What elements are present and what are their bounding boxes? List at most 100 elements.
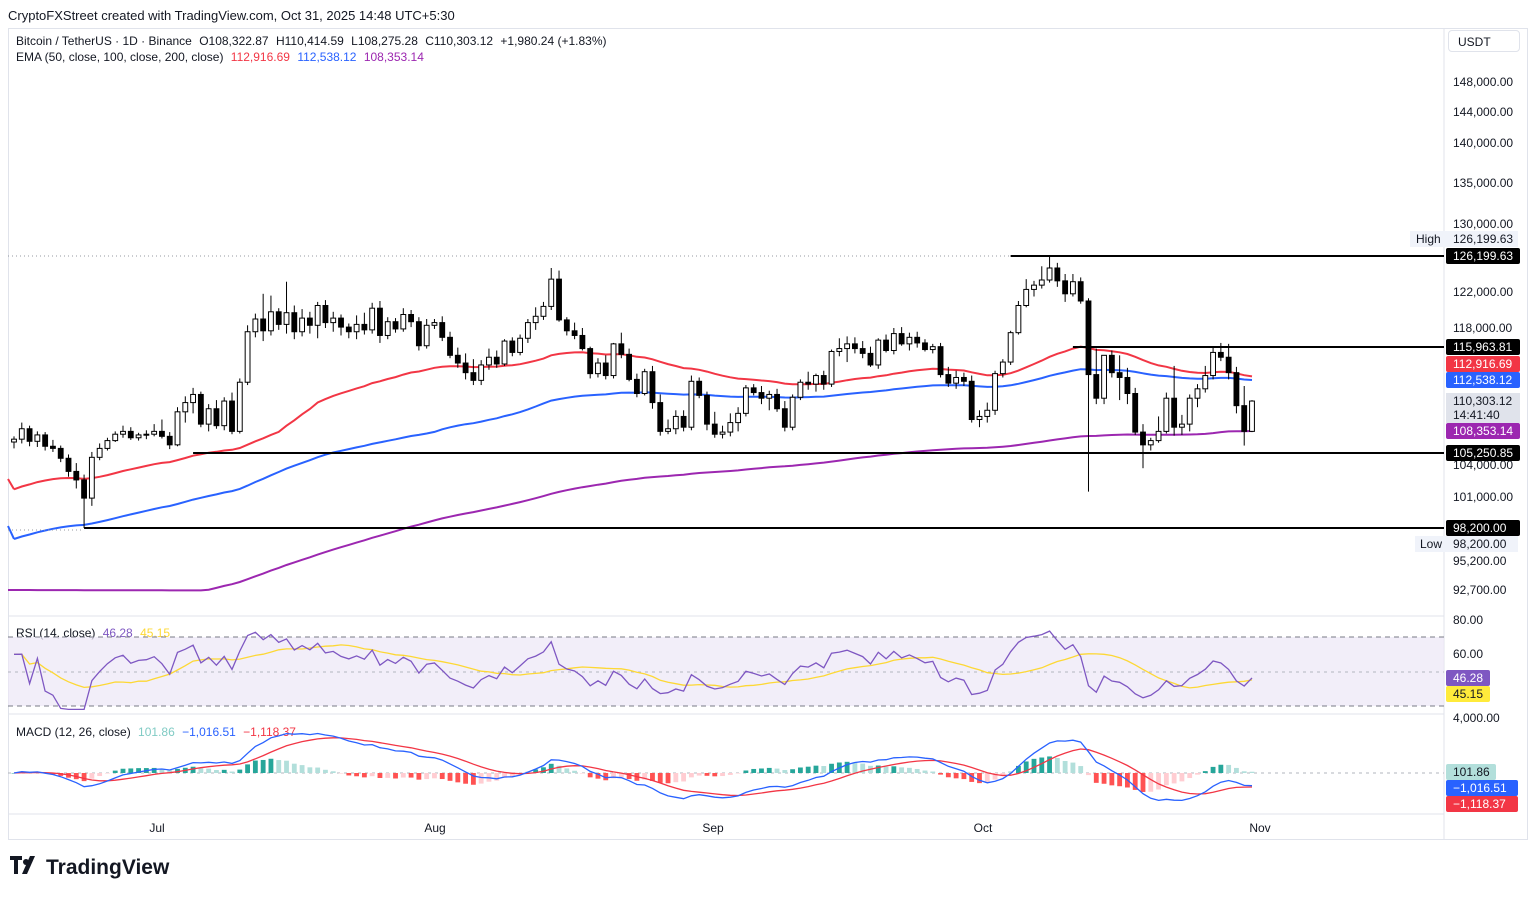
macd-histogram-bar [128, 768, 134, 773]
macd-histogram-bar [416, 773, 422, 780]
ema200-line [14, 430, 1253, 592]
candle-up [1155, 430, 1162, 442]
ema-legend[interactable]: EMA (50, close, 100, close, 200, close) … [16, 50, 428, 64]
candle-up [688, 380, 695, 428]
candle-up [789, 396, 796, 428]
low-label-bg [1415, 536, 1518, 552]
tag-low-bg [1446, 520, 1520, 536]
price-axis-label: 118,000.00 [1453, 321, 1512, 335]
candle-up [205, 408, 212, 425]
candle-up [299, 317, 306, 333]
tag-resistance: 115,963.81 [1453, 340, 1512, 354]
ohlc-low: L108,275.28 [351, 34, 418, 48]
macd-histogram-bar [696, 773, 702, 776]
ema-label: EMA (50, close, 100, close, 200, close) [16, 50, 224, 64]
time-axis-label: Nov [1249, 821, 1270, 835]
tag-macd-hist-bg [1446, 764, 1496, 780]
currency-button[interactable]: USDT [1448, 30, 1520, 52]
macd-histogram-bar [1226, 764, 1232, 773]
ohlc-open: O108,322.87 [199, 34, 269, 48]
candle-down [883, 339, 889, 352]
candle-up [984, 409, 991, 417]
candle-down [361, 323, 368, 331]
candle-up [665, 428, 671, 432]
tag-macd-signal: −1,118.37 [1453, 797, 1506, 811]
candle-up [268, 311, 274, 332]
candle-up [96, 447, 103, 458]
candle-down [750, 387, 757, 394]
macd-histogram-bar [992, 773, 998, 780]
candle-down [711, 423, 718, 435]
macd-histogram-bar [1179, 773, 1185, 782]
candle-up [742, 387, 749, 414]
macd-legend[interactable]: MACD (12, 26, close) 101.86 −1,016.51 −1… [16, 725, 300, 739]
candle-up [190, 393, 196, 404]
candle-down [81, 479, 87, 499]
candle-up [532, 315, 539, 324]
macd-histogram-bar [175, 768, 180, 773]
tag-high-bg [1446, 248, 1520, 264]
macd-histogram-bar [400, 773, 406, 778]
symbol-legend[interactable]: Bitcoin / TetherUS · 1D · Binance O108,3… [16, 34, 610, 48]
macd-histogram-bar [541, 767, 546, 773]
time-axis-label: Jul [149, 821, 164, 835]
macd-histogram-bar [603, 773, 609, 781]
candle-down [898, 333, 905, 345]
candle-up [236, 381, 243, 432]
tag-rsi: 46.28 [1453, 671, 1483, 685]
macd-histogram-bar [1070, 762, 1076, 773]
candle-down [696, 380, 703, 396]
candle-down [1085, 300, 1092, 376]
macd-histogram-bar [338, 773, 344, 774]
candle-up [252, 318, 259, 333]
candle-up [423, 324, 430, 347]
price-axis[interactable]: 148,000.00 144,000.00 140,000.00 135,000.00… [1453, 75, 1513, 725]
macd-histogram-bar [1031, 758, 1037, 773]
candle-down [1062, 280, 1069, 295]
tag-ema100-bg [1446, 372, 1520, 388]
candle-down [275, 311, 282, 325]
tag-ema200-bg [1446, 423, 1520, 439]
macd-histogram-bar [206, 768, 212, 773]
macd-hist-value: 101.86 [138, 725, 175, 739]
macd-histogram-bar [805, 766, 811, 773]
candle-up [610, 343, 617, 377]
candle-up [992, 373, 998, 411]
tag-rsi-bg [1446, 670, 1490, 686]
macd-histogram-bar [790, 769, 796, 773]
macd-histogram-bar [618, 773, 624, 778]
rsi-axis-label: 60.00 [1453, 647, 1483, 661]
price-axis-label: 122,000.00 [1453, 285, 1513, 299]
candle-up [641, 371, 648, 395]
macd-histogram-bar [1016, 765, 1021, 773]
candle-up [104, 440, 111, 449]
candle-down [197, 393, 204, 425]
candle-up [1023, 288, 1030, 306]
tag-ema50-bg [1446, 356, 1520, 372]
candle-up [999, 361, 1006, 375]
macd-histogram-bar [883, 766, 889, 773]
macd-histogram-bar [665, 773, 671, 784]
time-axis-label: Aug [424, 821, 445, 835]
candle-up [766, 393, 773, 399]
time-axis[interactable]: Jul Aug Sep Oct Nov [149, 821, 1270, 835]
tag-ema200: 108,353.14 [1453, 424, 1513, 438]
ema50-line-start [7, 478, 15, 490]
candle-down [454, 354, 461, 364]
candle-up [369, 307, 376, 331]
macd-histogram-bar [190, 766, 196, 773]
candle-up [18, 428, 25, 440]
macd-signal-value: −1,118.37 [243, 725, 296, 739]
candle-up [283, 312, 290, 325]
macd-histogram-bar [1218, 764, 1224, 773]
candle-up [88, 456, 95, 499]
macd-histogram-bar [751, 768, 757, 773]
macd-histogram-bar [844, 761, 850, 773]
tag-macd-line: −1,016.51 [1453, 781, 1507, 795]
candle-down [1233, 372, 1240, 407]
candle-down [602, 362, 609, 377]
tradingview-logo[interactable]: TradingView [10, 856, 169, 880]
macd-histogram-bar [1210, 766, 1216, 773]
macd-histogram-bar [961, 773, 967, 780]
